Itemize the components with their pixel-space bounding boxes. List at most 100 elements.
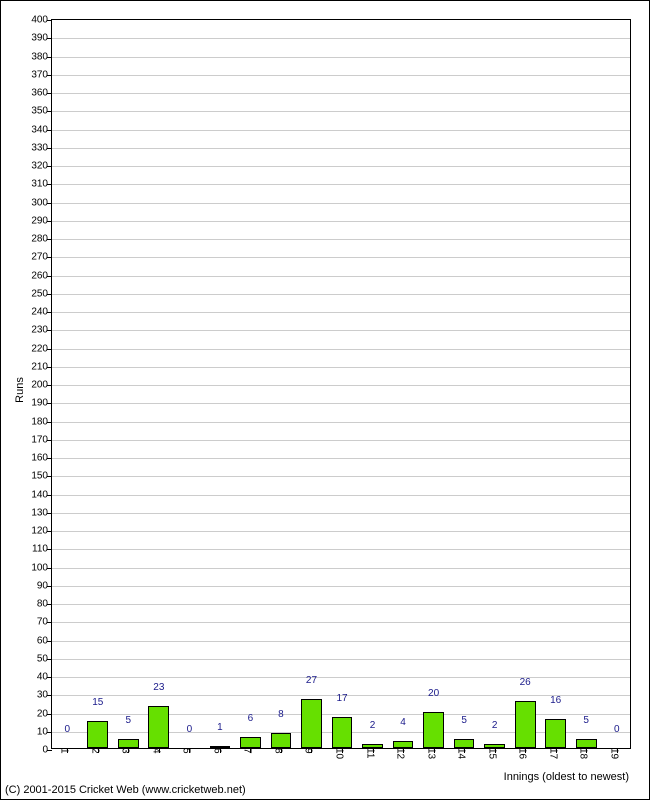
y-gridline — [52, 221, 630, 222]
y-tick-label: 320 — [31, 161, 52, 172]
x-tick-label: 16 — [517, 748, 534, 759]
bar-value-label: 16 — [550, 695, 561, 706]
plot-area: 0102030405060708090100110120130140150160… — [51, 19, 631, 749]
bar — [423, 712, 444, 749]
bar-value-label: 1 — [217, 722, 223, 733]
y-gridline — [52, 130, 630, 131]
x-tick-label: 6 — [211, 748, 228, 754]
x-axis-title: Innings (oldest to newest) — [504, 771, 629, 783]
y-tick-label: 90 — [37, 580, 52, 591]
bar — [118, 739, 139, 748]
bar-value-label: 2 — [370, 720, 376, 731]
y-tick-label: 30 — [37, 690, 52, 701]
bar-value-label: 20 — [428, 688, 439, 699]
y-gridline — [52, 257, 630, 258]
y-gridline — [52, 75, 630, 76]
y-gridline — [52, 677, 630, 678]
y-tick-label: 280 — [31, 234, 52, 245]
y-tick-label: 250 — [31, 288, 52, 299]
bar — [515, 701, 536, 748]
bar-value-label: 8 — [278, 709, 284, 720]
bar-value-label: 15 — [92, 697, 103, 708]
y-tick-label: 370 — [31, 69, 52, 80]
bar-value-label: 5 — [461, 715, 467, 726]
bar — [545, 719, 566, 748]
bar — [332, 717, 353, 748]
y-tick-label: 330 — [31, 142, 52, 153]
y-gridline — [52, 239, 630, 240]
y-tick-label: 120 — [31, 526, 52, 537]
y-tick-label: 110 — [32, 544, 52, 555]
chart-frame: 0102030405060708090100110120130140150160… — [0, 0, 650, 800]
y-gridline — [52, 659, 630, 660]
y-tick-label: 380 — [31, 51, 52, 62]
y-gridline — [52, 531, 630, 532]
y-gridline — [52, 276, 630, 277]
bar — [240, 737, 261, 748]
y-tick-label: 240 — [31, 307, 52, 318]
bar-value-label: 23 — [153, 682, 164, 693]
y-tick-label: 360 — [31, 88, 52, 99]
bar-value-label: 5 — [126, 715, 132, 726]
bar — [87, 721, 108, 748]
y-gridline — [52, 403, 630, 404]
y-gridline — [52, 38, 630, 39]
y-tick-label: 350 — [31, 106, 52, 117]
x-tick-label: 13 — [425, 748, 442, 759]
y-tick-label: 290 — [31, 215, 52, 226]
bar-value-label: 4 — [400, 717, 406, 728]
y-tick-label: 220 — [31, 343, 52, 354]
y-gridline — [52, 641, 630, 642]
bar-value-label: 27 — [306, 675, 317, 686]
bar — [454, 739, 475, 748]
y-tick-label: 180 — [31, 416, 52, 427]
y-tick-label: 390 — [31, 33, 52, 44]
y-tick-label: 200 — [31, 380, 52, 391]
y-gridline — [52, 586, 630, 587]
y-gridline — [52, 568, 630, 569]
x-tick-label: 7 — [242, 748, 259, 754]
y-gridline — [52, 440, 630, 441]
x-tick-label: 8 — [272, 748, 289, 754]
y-tick-label: 130 — [31, 507, 52, 518]
x-tick-label: 17 — [547, 748, 564, 759]
y-tick-label: 160 — [31, 453, 52, 464]
x-tick-label: 14 — [456, 748, 473, 759]
y-gridline — [52, 714, 630, 715]
bar-value-label: 2 — [492, 720, 498, 731]
y-gridline — [52, 184, 630, 185]
bar-value-label: 6 — [248, 713, 254, 724]
y-gridline — [52, 294, 630, 295]
y-gridline — [52, 148, 630, 149]
x-tick-label: 4 — [150, 748, 167, 754]
y-tick-label: 60 — [37, 635, 52, 646]
bar — [301, 699, 322, 748]
y-tick-label: 300 — [31, 197, 52, 208]
y-gridline — [52, 604, 630, 605]
y-gridline — [52, 385, 630, 386]
x-tick-label: 10 — [334, 748, 351, 759]
y-tick-label: 40 — [37, 672, 52, 683]
x-tick-label: 9 — [303, 748, 320, 754]
y-tick-label: 190 — [31, 398, 52, 409]
x-tick-label: 15 — [486, 748, 503, 759]
x-tick-label: 3 — [120, 748, 137, 754]
x-tick-label: 18 — [578, 748, 595, 759]
y-gridline — [52, 312, 630, 313]
bar-value-label: 0 — [614, 724, 620, 735]
x-tick-label: 1 — [59, 748, 76, 754]
x-tick-label: 11 — [364, 748, 381, 758]
bar-value-label: 26 — [520, 677, 531, 688]
y-gridline — [52, 203, 630, 204]
y-gridline — [52, 57, 630, 58]
y-tick-label: 210 — [31, 361, 52, 372]
bar — [271, 733, 292, 748]
y-tick-label: 170 — [31, 434, 52, 445]
x-tick-label: 5 — [181, 748, 198, 754]
y-tick-label: 140 — [31, 489, 52, 500]
y-tick-label: 270 — [31, 252, 52, 263]
y-gridline — [52, 622, 630, 623]
copyright-footer: (C) 2001-2015 Cricket Web (www.cricketwe… — [5, 784, 246, 796]
y-tick-label: 50 — [37, 653, 52, 664]
y-tick-label: 260 — [31, 270, 52, 281]
